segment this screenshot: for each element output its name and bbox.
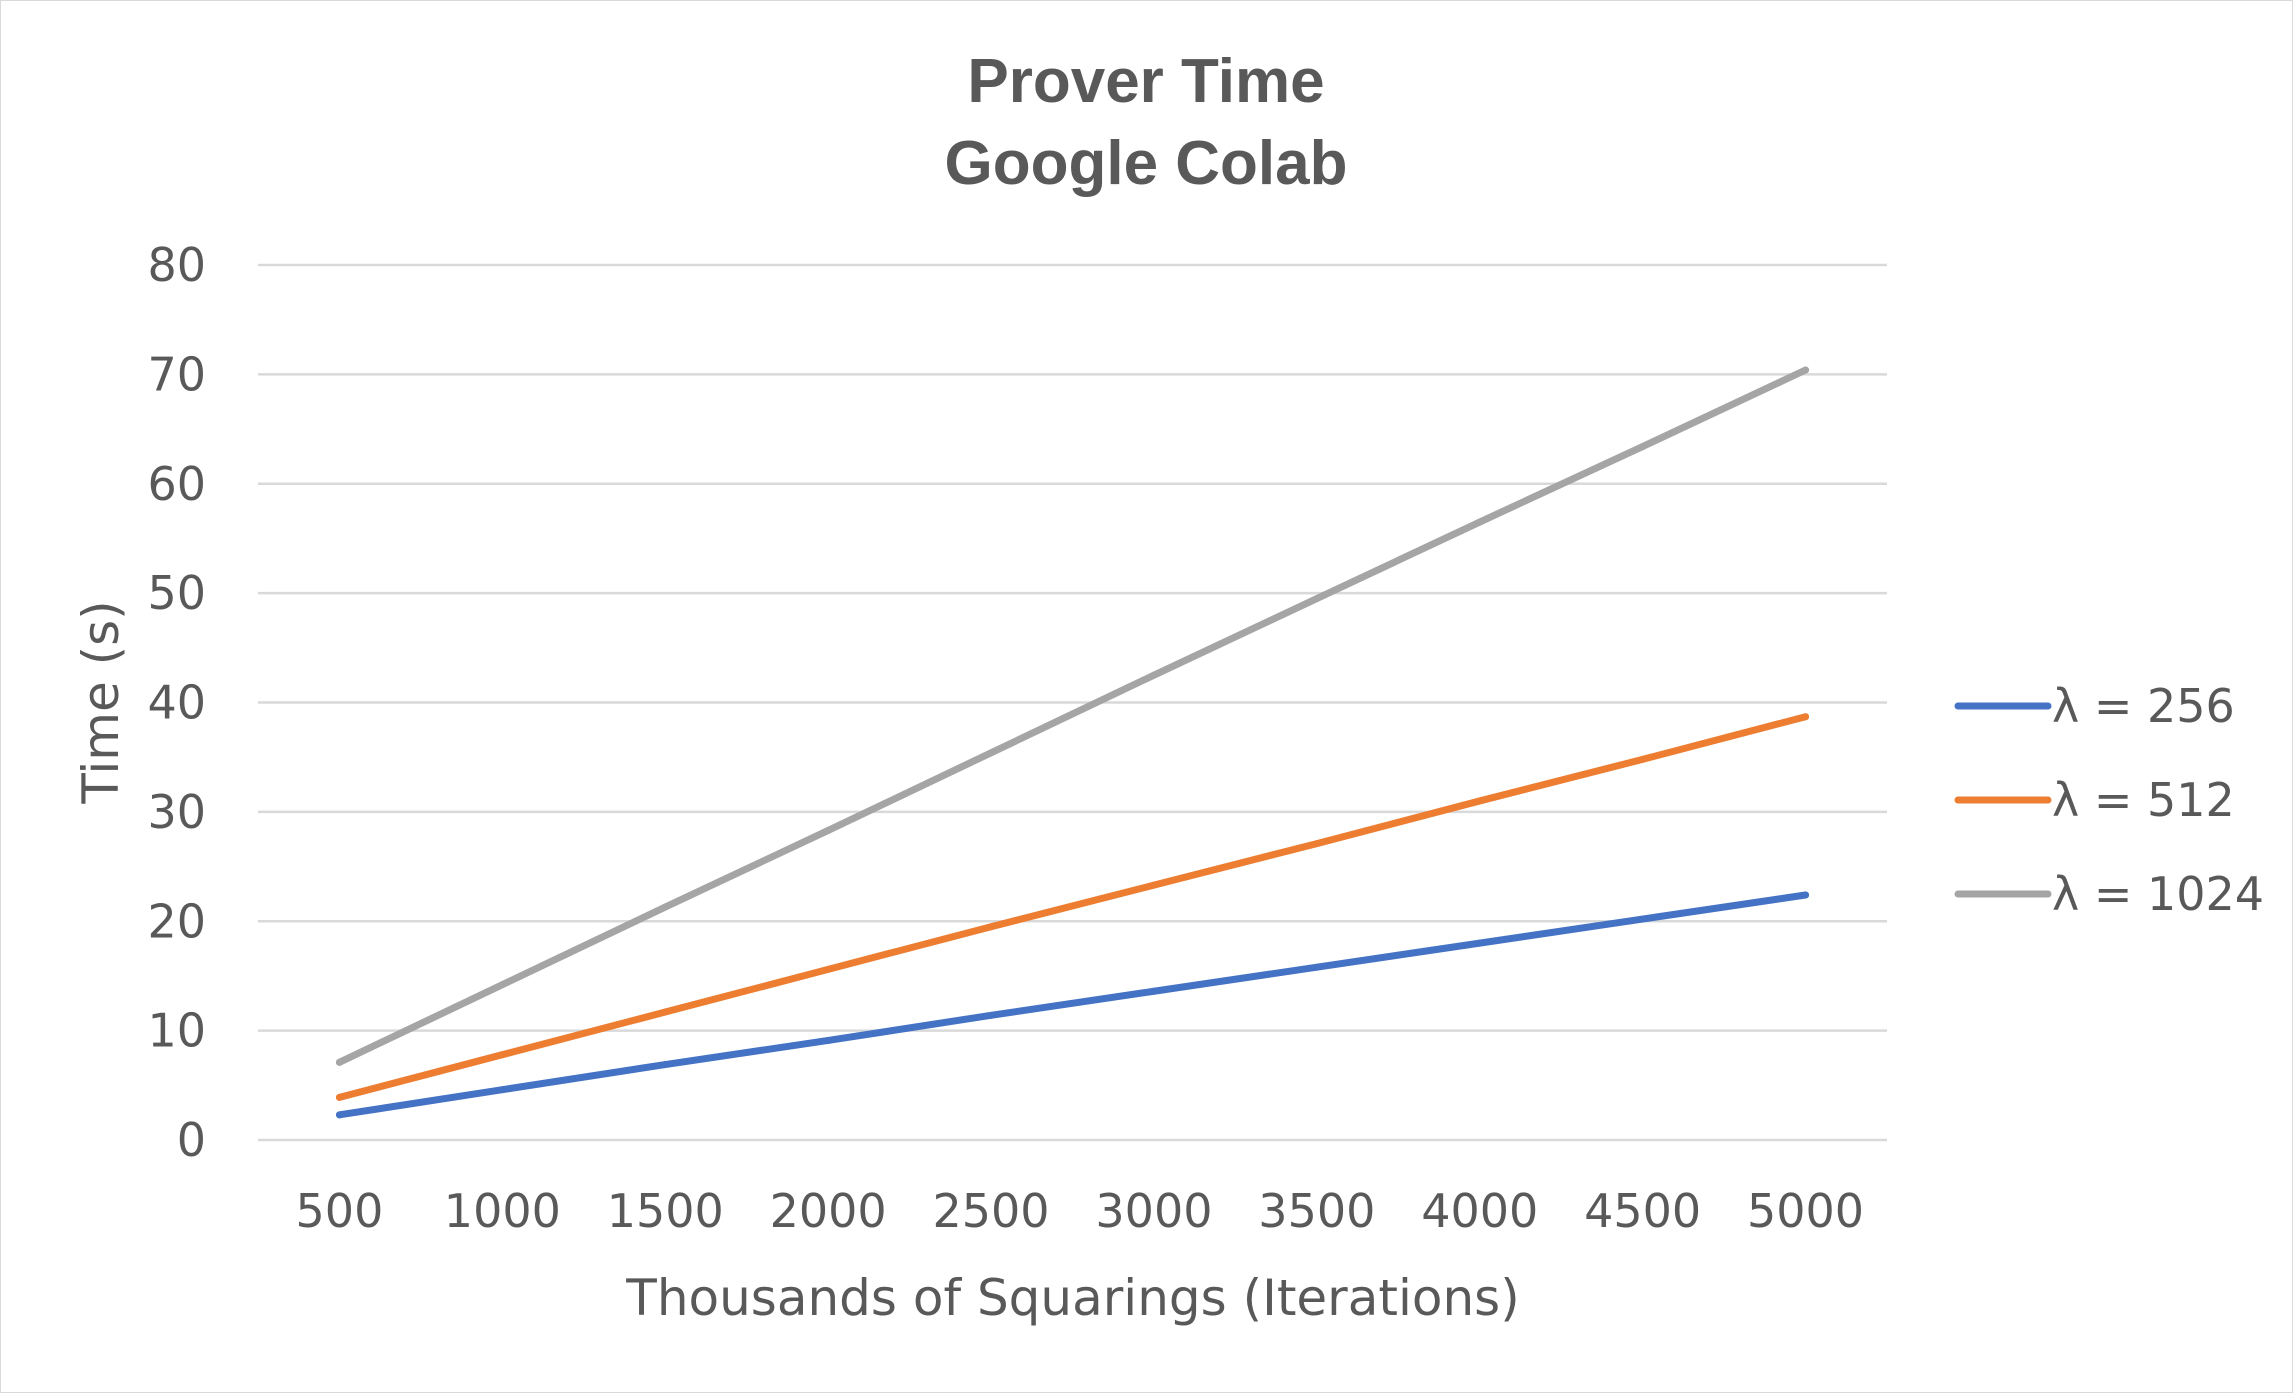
data-point xyxy=(824,1036,832,1044)
data-point xyxy=(335,1058,343,1066)
series-line xyxy=(335,891,1810,1119)
data-point xyxy=(987,923,995,931)
data-point xyxy=(1639,915,1647,923)
gridlines xyxy=(258,263,1887,1142)
data-point xyxy=(824,965,832,973)
x-tick-label: 3000 xyxy=(1095,1184,1212,1238)
series-line xyxy=(335,366,1810,1066)
data-point xyxy=(1476,797,1484,805)
y-tick-label: 0 xyxy=(177,1113,206,1167)
y-tick-label: 30 xyxy=(147,785,206,839)
y-tick-label: 50 xyxy=(147,566,206,620)
x-tick-label: 2000 xyxy=(770,1184,887,1238)
x-axis-label: Thousands of Squarings (Iterations) xyxy=(625,1269,1519,1327)
x-tick-label: 4500 xyxy=(1584,1184,1701,1238)
x-tick-label: 500 xyxy=(296,1184,384,1238)
chart-title: Prover Time xyxy=(967,47,1324,116)
legend: λ = 256 λ = 512 λ = 1024 xyxy=(1954,679,2264,921)
y-tick-label: 20 xyxy=(147,894,206,948)
data-point xyxy=(335,1111,343,1119)
data-point xyxy=(661,1061,669,1069)
y-tick-label: 40 xyxy=(147,676,206,730)
y-tick-label: 70 xyxy=(147,347,206,401)
x-tick-label: 4000 xyxy=(1421,1184,1538,1238)
data-point xyxy=(1802,366,1810,374)
data-point xyxy=(335,1093,343,1101)
x-axis-ticks: 500 1000 1500 2000 2500 3000 3500 4000 4500 5000 xyxy=(296,1184,1865,1238)
data-point xyxy=(1313,595,1321,603)
y-tick-label: 80 xyxy=(147,238,206,292)
data-point xyxy=(1313,840,1321,848)
chart-subtitle: Google Colab xyxy=(945,129,1348,198)
x-tick-label: 1500 xyxy=(607,1184,724,1238)
y-tick-label: 60 xyxy=(147,457,206,511)
data-point xyxy=(661,903,669,911)
data-point xyxy=(1476,518,1484,526)
legend-label: λ = 512 xyxy=(2052,773,2235,827)
data-point xyxy=(824,826,832,834)
data-point xyxy=(1476,939,1484,947)
data-point xyxy=(987,1011,995,1019)
data-point xyxy=(498,1051,506,1059)
x-tick-label: 1000 xyxy=(444,1184,561,1238)
data-point xyxy=(987,749,995,757)
series-line xyxy=(335,713,1810,1101)
x-tick-label: 5000 xyxy=(1747,1184,1864,1238)
legend-label: λ = 256 xyxy=(2052,679,2235,733)
data-point xyxy=(1639,443,1647,451)
data-point xyxy=(1639,755,1647,763)
data-point xyxy=(1150,987,1158,995)
data-point xyxy=(1802,713,1810,721)
y-axis-ticks: 0 10 20 30 40 50 60 70 80 xyxy=(147,238,206,1167)
x-tick-label: 2500 xyxy=(933,1184,1050,1238)
y-tick-label: 10 xyxy=(147,1004,206,1058)
data-point xyxy=(1313,963,1321,971)
legend-label: λ = 1024 xyxy=(2052,867,2264,921)
data-point xyxy=(1802,891,1810,899)
x-tick-label: 3500 xyxy=(1258,1184,1375,1238)
data-point xyxy=(1150,881,1158,889)
y-axis-label: Time (s) xyxy=(72,600,130,804)
data-point xyxy=(661,1008,669,1016)
data-point xyxy=(498,981,506,989)
data-point xyxy=(1150,671,1158,679)
series-lines xyxy=(335,366,1810,1119)
data-point xyxy=(498,1086,506,1094)
